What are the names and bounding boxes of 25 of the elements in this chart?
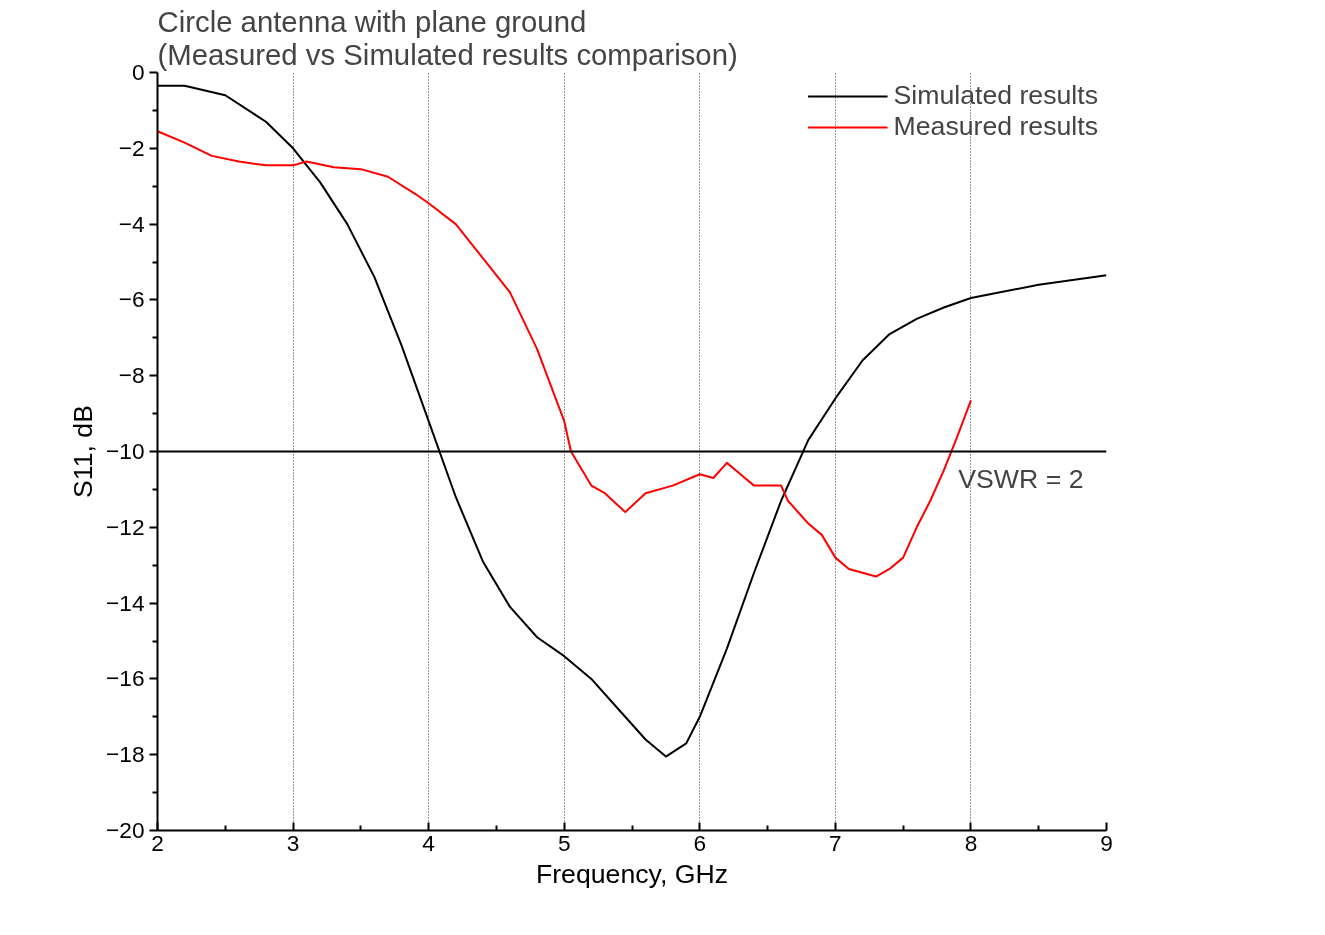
x-axis-title: Frequency, GHz <box>535 858 729 889</box>
y-tick-label: −4 <box>118 210 145 237</box>
x-tick-label: 5 <box>557 829 571 856</box>
y-tick-label: −2 <box>118 134 145 161</box>
chart-title: Circle antenna with plane ground (Measured vs Simulated results comparison) <box>157 4 738 71</box>
x-tick-label: 2 <box>151 829 164 856</box>
y-tick-label: −14 <box>106 589 145 616</box>
x-tick-label: 9 <box>1100 829 1113 856</box>
y-axis-title: S11, dB <box>68 405 99 498</box>
x-tick-label: 6 <box>693 829 707 856</box>
y-tick-label: −12 <box>106 513 145 540</box>
y-tick-label: −16 <box>106 665 145 692</box>
x-tick-label: 7 <box>829 829 842 856</box>
y-tick-label: −6 <box>118 286 145 313</box>
legend-label: Simulated results <box>893 80 1098 111</box>
x-tick-label: 8 <box>964 829 978 856</box>
x-tick-label: 3 <box>286 829 300 856</box>
x-tick-label: 4 <box>422 829 435 856</box>
legend-label: Measured results <box>893 111 1098 142</box>
y-tick-label: −10 <box>106 438 145 464</box>
y-tick-label: −18 <box>106 741 145 768</box>
y-tick-label: 0 <box>131 59 145 85</box>
y-tick-label: −8 <box>118 362 145 389</box>
annotation: VSWR = 2 <box>958 463 1084 494</box>
y-tick-label: −20 <box>106 817 145 843</box>
